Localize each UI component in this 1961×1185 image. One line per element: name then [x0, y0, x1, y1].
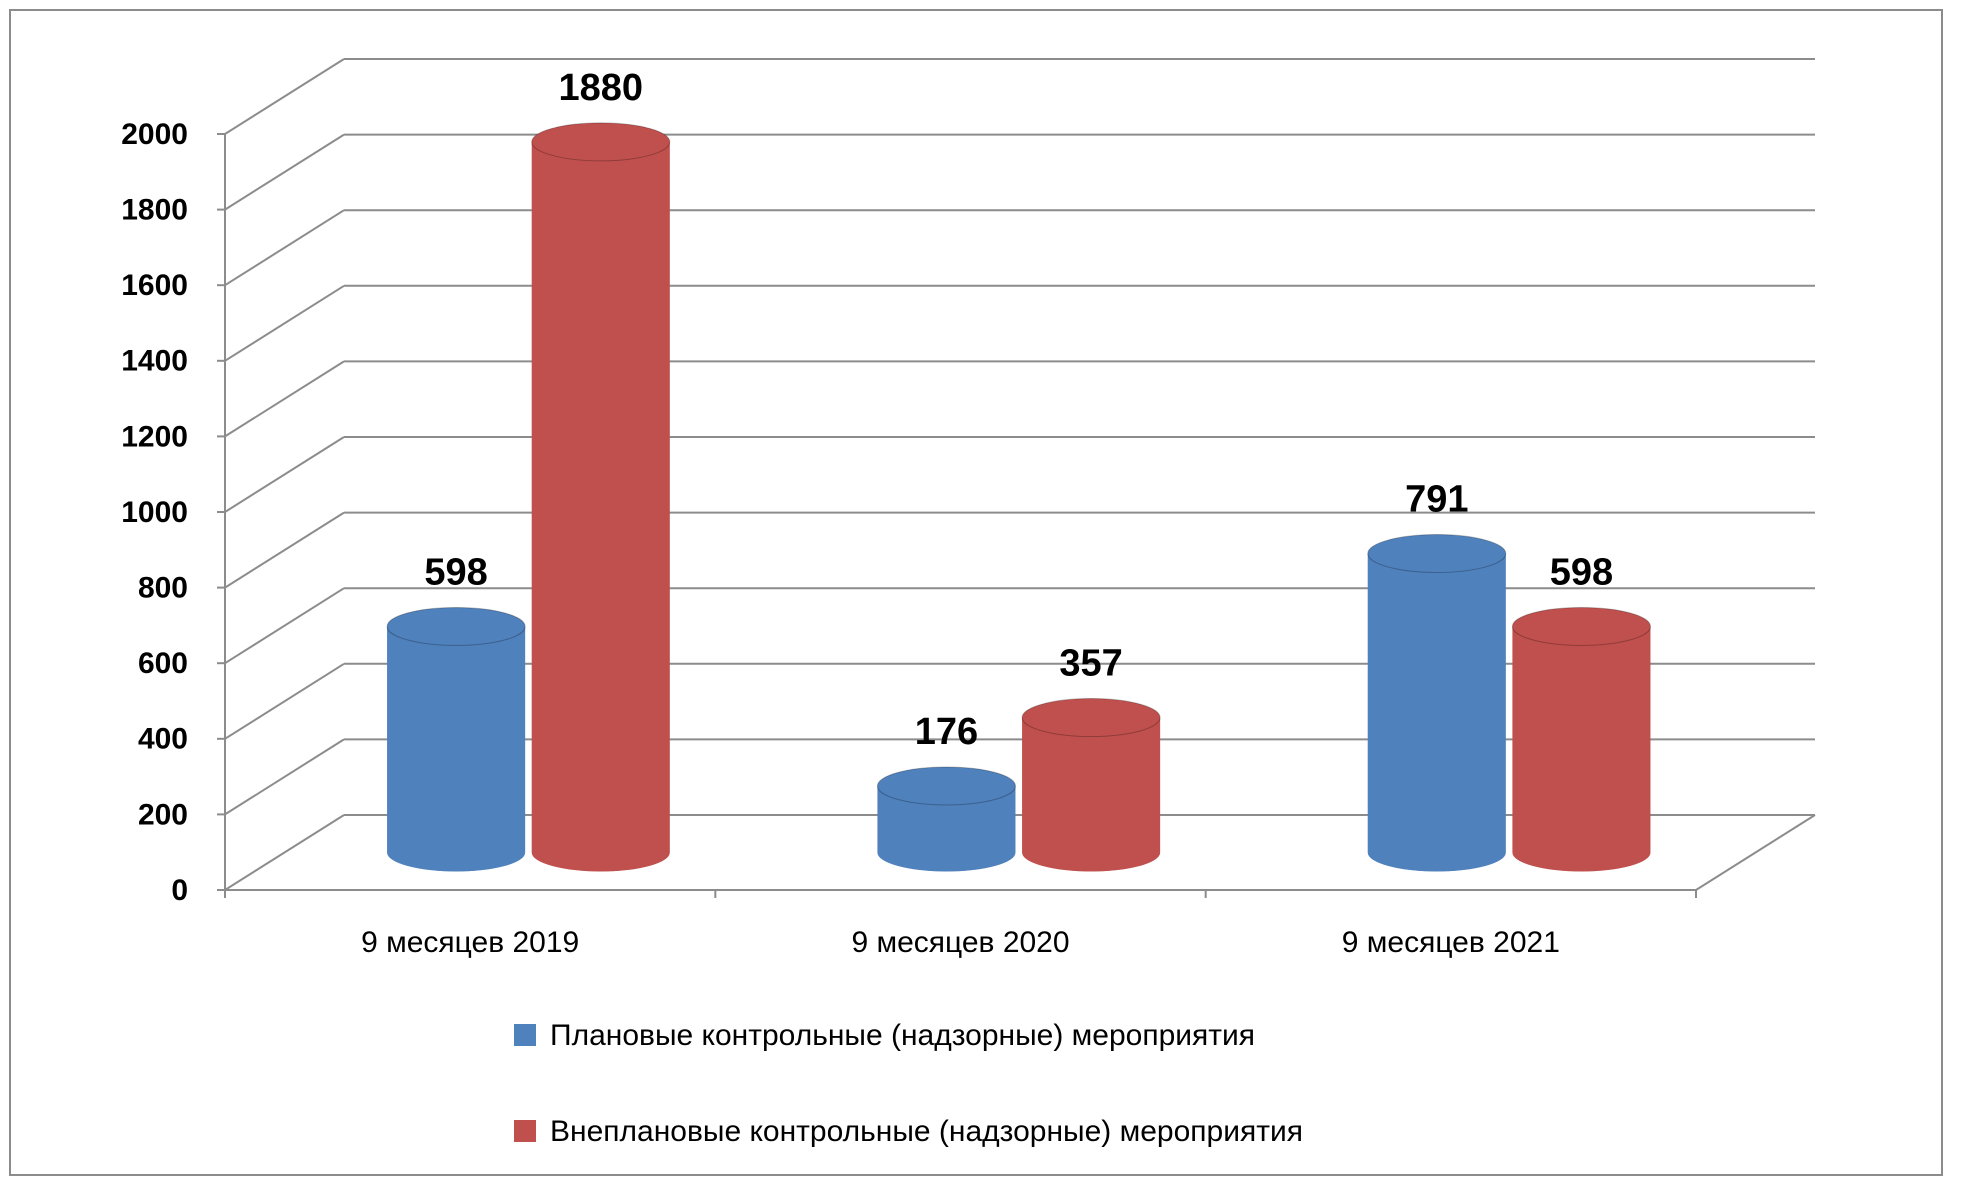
value-label: 1880: [558, 67, 643, 109]
x-tick-label: 9 месяцев 2020: [851, 926, 1069, 959]
legend-swatch: [514, 1024, 536, 1046]
bar-shade: [1022, 717, 1161, 872]
y-tick-label: 0: [171, 874, 188, 907]
bar: [876, 766, 1016, 872]
bar-shade: [531, 141, 670, 872]
bar-shade: [1512, 626, 1651, 872]
bar-top: [1367, 534, 1507, 574]
wall-grid-line: [224, 133, 345, 211]
y-tick-label: 2000: [121, 118, 188, 151]
bar-top: [1511, 606, 1651, 646]
wall-grid-line: [224, 587, 345, 665]
value-label: 791: [1405, 479, 1468, 521]
bar: [531, 122, 671, 872]
bar: [1511, 606, 1651, 872]
y-tick-label: 1800: [121, 194, 188, 227]
chart-frame: [9, 9, 1943, 1176]
wall-grid-line: [224, 662, 345, 740]
value-label: 598: [424, 551, 487, 593]
bar-shade: [877, 785, 1016, 872]
y-tick-label: 1400: [121, 345, 188, 378]
value-label: 598: [1550, 551, 1613, 593]
y-tick-label: 1200: [121, 420, 188, 453]
x-tick-label: 9 месяцев 2019: [361, 926, 579, 959]
x-tick-label: 9 месяцев 2021: [1342, 926, 1560, 959]
bar: [1021, 698, 1161, 872]
floor-edge: [1695, 814, 1816, 891]
bar-shade: [1367, 553, 1506, 872]
legend-label: Плановые контрольные (надзорные) меропри…: [550, 1019, 1255, 1052]
y-tick-label: 600: [138, 647, 188, 680]
bar: [1367, 534, 1507, 872]
legend-swatch: [514, 1120, 536, 1142]
value-label: 357: [1059, 643, 1122, 685]
bar: [386, 606, 526, 872]
wall-grid-line: [224, 814, 345, 891]
wall-grid-line: [224, 511, 345, 589]
y-tick-label: 400: [138, 723, 188, 756]
wall-grid-line: [224, 360, 345, 438]
wall-grid-line: [224, 284, 345, 362]
legend-label: Внеплановые контрольные (надзорные) меро…: [550, 1115, 1303, 1148]
y-tick-label: 800: [138, 572, 188, 605]
y-tick-label: 1600: [121, 269, 188, 302]
y-tick-label: 1000: [121, 496, 188, 529]
wall-grid-line: [224, 436, 345, 513]
wall-grid-line: [224, 58, 345, 135]
bar-top: [1021, 698, 1161, 738]
bar-shade: [387, 626, 526, 872]
bar-top: [876, 766, 1016, 806]
value-label: 176: [915, 711, 978, 753]
bar-top: [531, 122, 671, 162]
wall-grid-line: [224, 738, 345, 816]
wall-grid-line: [224, 209, 345, 287]
y-tick-label: 200: [138, 798, 188, 831]
bar-top: [386, 606, 526, 646]
